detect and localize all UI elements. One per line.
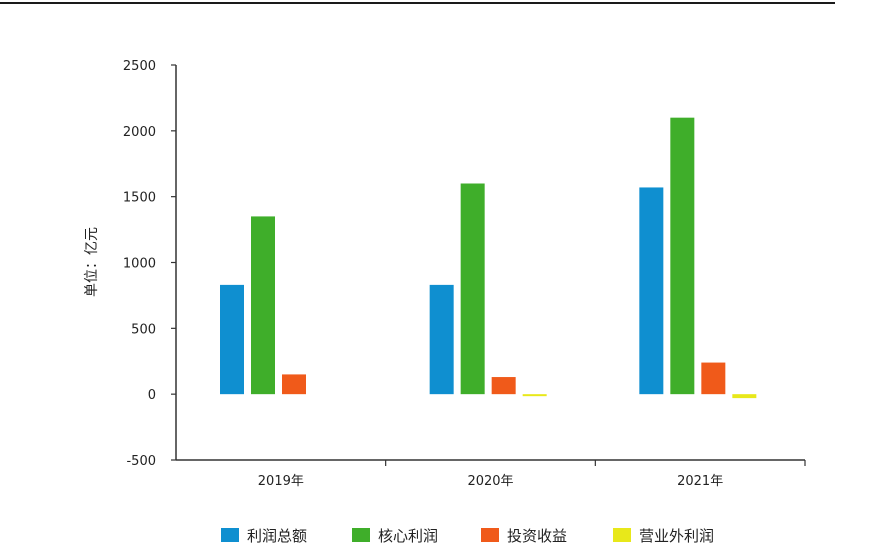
bar <box>460 183 485 395</box>
y-tick-label: -500 <box>126 454 156 469</box>
legend-swatch <box>352 528 370 542</box>
bar <box>429 284 454 395</box>
chart-axes <box>171 64 806 466</box>
x-category-label: 2021年 <box>677 474 723 489</box>
bar <box>701 362 726 395</box>
top-rule <box>0 2 835 4</box>
bar <box>491 377 516 395</box>
legend-label: 投资收益 <box>507 527 567 545</box>
x-category-label: 2019年 <box>258 474 304 489</box>
legend: 利润总额 核心利润 投资收益 营业外利润 <box>221 527 714 545</box>
bar <box>282 374 306 395</box>
y-tick-labels: 2500 2000 1500 1000 500 0 -500 <box>123 59 156 469</box>
legend-label: 核心利润 <box>378 527 438 545</box>
bar <box>220 284 244 395</box>
y-axis-label: 单位：亿元 <box>84 227 100 297</box>
legend-label: 营业外利润 <box>639 527 714 545</box>
x-category-label: 2020年 <box>467 474 513 489</box>
y-tick-label: 0 <box>148 388 156 403</box>
x-category-labels: 2019年 2020年 2021年 <box>258 474 723 489</box>
y-tick-label: 2500 <box>123 59 156 74</box>
legend-label: 利润总额 <box>247 527 307 545</box>
bar <box>670 117 695 395</box>
y-tick-label: 2000 <box>123 125 156 140</box>
legend-swatch <box>221 528 239 542</box>
legend-swatch <box>613 528 631 542</box>
bar <box>522 394 547 397</box>
y-tick-label: 1500 <box>123 191 156 206</box>
y-tick-label: 500 <box>131 322 156 337</box>
bar <box>251 216 275 395</box>
chart-bars <box>220 117 757 399</box>
bar <box>732 394 757 399</box>
y-tick-label: 1000 <box>123 257 156 272</box>
legend-swatch <box>481 528 499 542</box>
bar <box>639 187 664 395</box>
